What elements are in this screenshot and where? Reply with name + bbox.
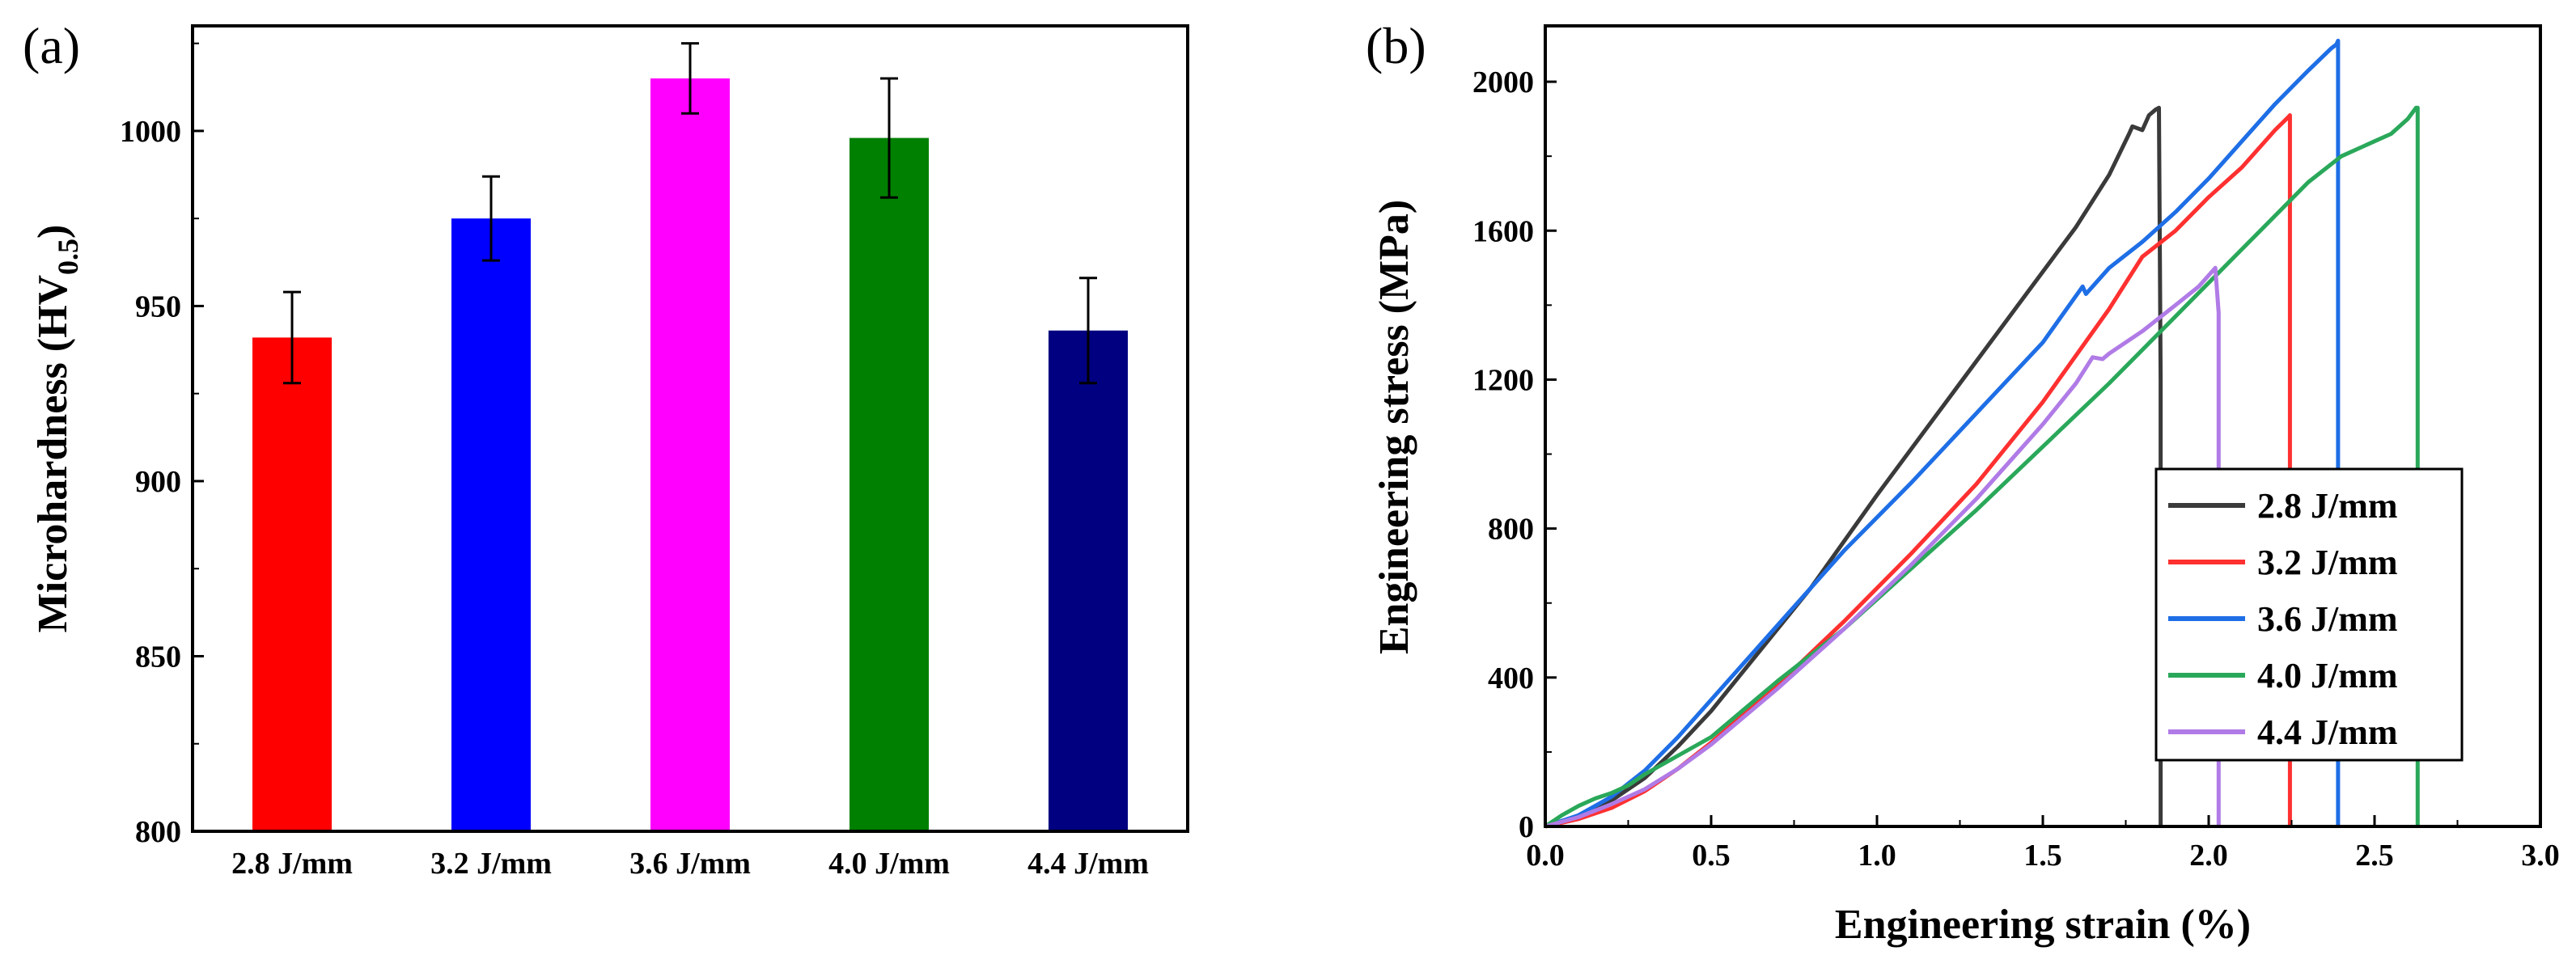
legend-box bbox=[2154, 467, 2464, 762]
panel-a-label: (a) bbox=[23, 17, 80, 74]
bar-36Jmm bbox=[650, 78, 730, 831]
panel-a-x-tick-labels: 2.8 J/mm 3.2 J/mm 3.6 J/mm 4.0 J/mm 4.4 J/mm bbox=[231, 847, 1149, 881]
x-tick-label: 1.0 bbox=[1858, 839, 1896, 873]
panel-a-y-axis-title-close: ) bbox=[30, 225, 76, 239]
panel-a-error-bars bbox=[283, 42, 1097, 385]
x-tick-label: 3.6 J/mm bbox=[629, 847, 751, 881]
panel-b-line-chart: (b) 0 400 800 1200 1600 2000 0.0 0.5 1.0 1.5 2.0 2… bbox=[1366, 17, 2560, 948]
error-bar bbox=[1079, 277, 1097, 385]
error-bar bbox=[880, 77, 898, 199]
error-bar bbox=[283, 290, 301, 385]
y-tick-label: 1200 bbox=[1472, 363, 1534, 397]
y-tick-label: 850 bbox=[135, 640, 181, 674]
panel-a-y-ticks: 800 850 900 950 1000 bbox=[120, 42, 204, 849]
x-tick-label: 0.0 bbox=[1526, 839, 1565, 873]
panel-a-y-axis-title-subscript: 0.5 bbox=[52, 239, 84, 275]
y-tick-label: 950 bbox=[135, 289, 181, 323]
legend-label: 3.2 J/mm bbox=[2257, 543, 2398, 582]
panel-b-label: (b) bbox=[1366, 17, 1426, 74]
legend-label: 3.6 J/mm bbox=[2257, 599, 2398, 639]
panel-b-x-ticks: 0.0 0.5 1.0 1.5 2.0 2.5 3.0 bbox=[1526, 815, 2560, 873]
x-tick-label: 0.5 bbox=[1692, 839, 1731, 873]
x-tick-label: 2.8 J/mm bbox=[231, 847, 353, 881]
y-tick-label: 800 bbox=[1488, 513, 1534, 547]
x-tick-label: 3.2 J/mm bbox=[430, 847, 552, 881]
panel-a-y-axis-title: Microhardness (HV0.5) bbox=[30, 225, 84, 633]
series-line-28Jmm bbox=[1544, 105, 2163, 829]
y-tick-label: 0 bbox=[1519, 810, 1534, 844]
error-bar bbox=[482, 175, 500, 262]
bar-40Jmm bbox=[849, 137, 929, 831]
panel-a-bars bbox=[252, 78, 1128, 832]
x-tick-label: 1.5 bbox=[2023, 839, 2062, 873]
legend-label: 4.4 J/mm bbox=[2257, 712, 2398, 752]
y-tick-label: 800 bbox=[135, 815, 181, 849]
panel-a-plot-frame bbox=[191, 24, 1189, 833]
y-tick-label: 400 bbox=[1488, 661, 1534, 695]
bar-44Jmm bbox=[1049, 330, 1128, 832]
panel-a-bar-chart: (a) 800 850 900 950 1000 2.8 J/mm 3.2 J/mm 3.6… bbox=[23, 17, 1189, 881]
x-tick-label: 4.0 J/mm bbox=[828, 847, 950, 881]
x-tick-label: 3.0 bbox=[2521, 839, 2560, 873]
x-tick-label: 4.4 J/mm bbox=[1027, 847, 1149, 881]
bar-32Jmm bbox=[451, 218, 531, 831]
y-tick-label: 2000 bbox=[1472, 66, 1534, 99]
y-tick-label: 1000 bbox=[120, 115, 181, 149]
legend-label: 4.0 J/mm bbox=[2257, 656, 2398, 695]
panel-b-legend: 2.8 J/mm 3.2 J/mm 3.6 J/mm 4.0 J/mm 4.4 J/mm bbox=[2154, 467, 2464, 762]
panel-b-y-ticks: 0 400 800 1200 1600 2000 bbox=[1472, 66, 1557, 844]
x-tick-label: 2.5 bbox=[2355, 839, 2394, 873]
y-tick-label: 1600 bbox=[1472, 214, 1534, 248]
x-tick-label: 2.0 bbox=[2189, 839, 2228, 873]
series-line-36Jmm bbox=[1544, 38, 2341, 829]
series-line-40Jmm bbox=[1544, 105, 2420, 829]
legend-label: 2.8 J/mm bbox=[2257, 486, 2398, 526]
panel-b-series-lines bbox=[1544, 38, 2420, 829]
series-line-44Jmm bbox=[1544, 265, 2221, 829]
panel-a-y-axis-title-main: Microhardness (HV bbox=[30, 275, 76, 632]
y-tick-label: 900 bbox=[135, 465, 181, 499]
panel-b-x-axis-title: Engineering strain (%) bbox=[1835, 902, 2251, 948]
panel-b-y-axis-title: Engineering stress (MPa) bbox=[1371, 200, 1417, 654]
error-bar bbox=[681, 42, 699, 115]
bar-28Jmm bbox=[252, 337, 332, 831]
